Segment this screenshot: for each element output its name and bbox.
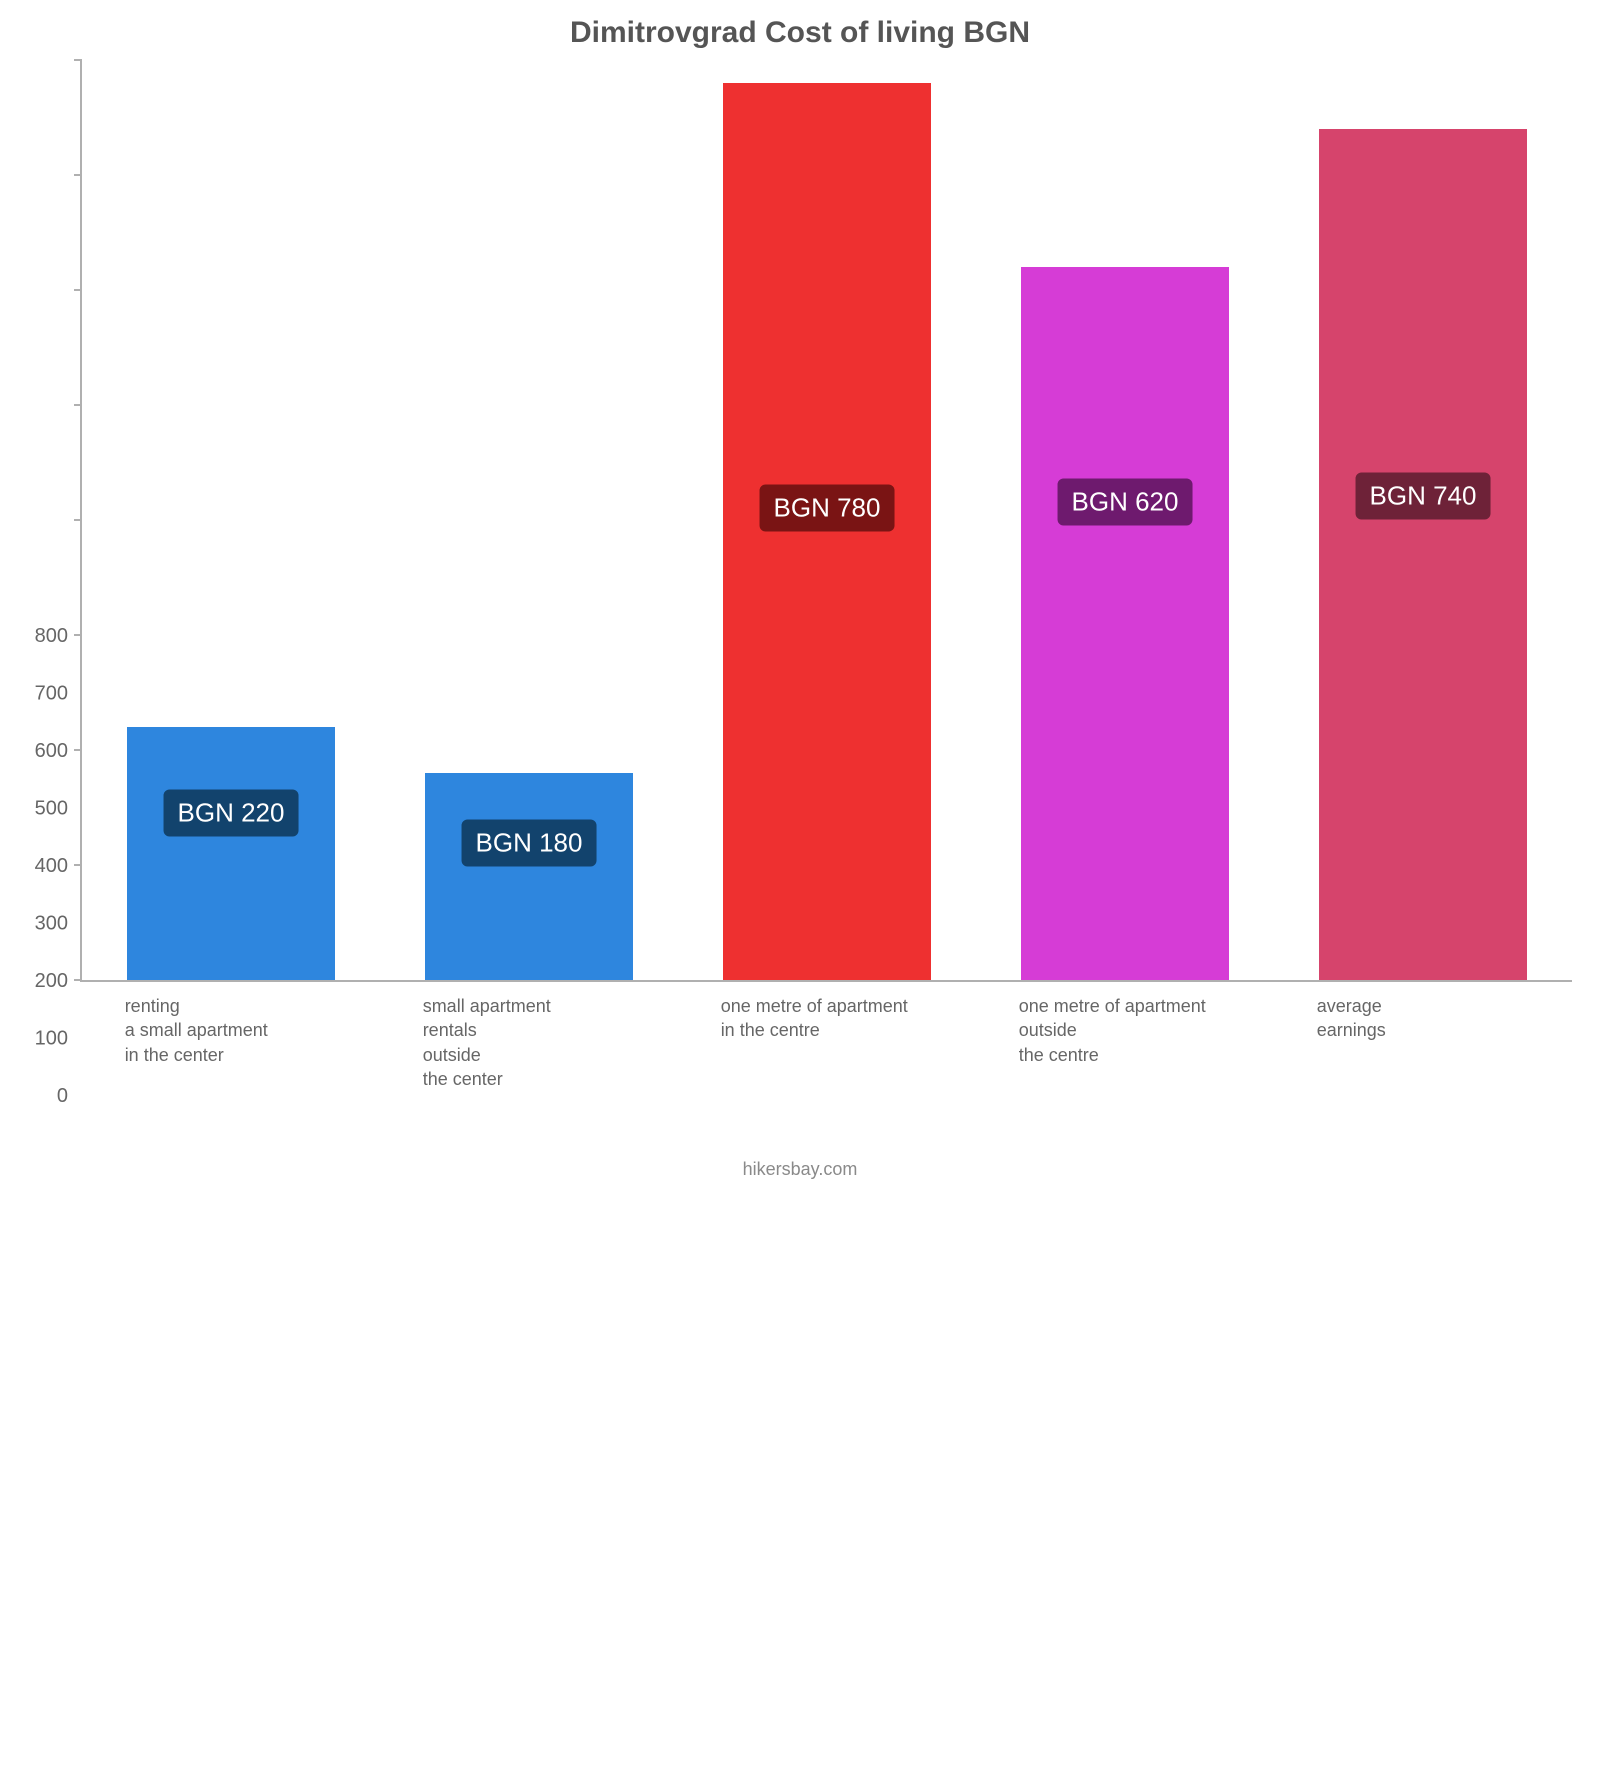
- bar: [723, 83, 932, 980]
- value-badge: BGN 220: [164, 790, 299, 837]
- y-tick-mark: [74, 979, 82, 981]
- value-badge: BGN 740: [1356, 473, 1491, 520]
- bar: [425, 773, 634, 980]
- y-tick-mark: [74, 59, 82, 61]
- y-tick-label: 800: [0, 625, 68, 1775]
- plot-area: BGN 220 BGN 180 BGN 780 BGN 620 BGN 740: [80, 60, 1572, 982]
- x-category-label: small apartment rentals outside the cent…: [423, 994, 672, 1091]
- y-tick-mark: [74, 634, 82, 636]
- cost-of-living-chart: Dimitrovgrad Cost of living BGN BGN 220B…: [0, 0, 1600, 1200]
- y-tick-mark: [74, 749, 82, 751]
- y-tick-mark: [74, 289, 82, 291]
- bar: [127, 727, 336, 980]
- y-tick-mark: [74, 864, 82, 866]
- y-tick-mark: [74, 174, 82, 176]
- y-tick-mark: [74, 404, 82, 406]
- x-category-label: average earnings: [1317, 994, 1566, 1043]
- x-category-label: renting a small apartment in the center: [125, 994, 374, 1067]
- chart-footer: hikersbay.com: [0, 1159, 1600, 1180]
- value-badge: BGN 180: [462, 820, 597, 867]
- chart-title: Dimitrovgrad Cost of living BGN: [0, 16, 1600, 50]
- bar: [1319, 129, 1528, 980]
- bar: [1021, 267, 1230, 980]
- x-category-label: one metre of apartment outside the centr…: [1019, 994, 1268, 1067]
- value-badge: BGN 620: [1058, 479, 1193, 526]
- value-badge: BGN 780: [760, 485, 895, 532]
- x-category-label: one metre of apartment in the centre: [721, 994, 970, 1043]
- y-tick-mark: [74, 519, 82, 521]
